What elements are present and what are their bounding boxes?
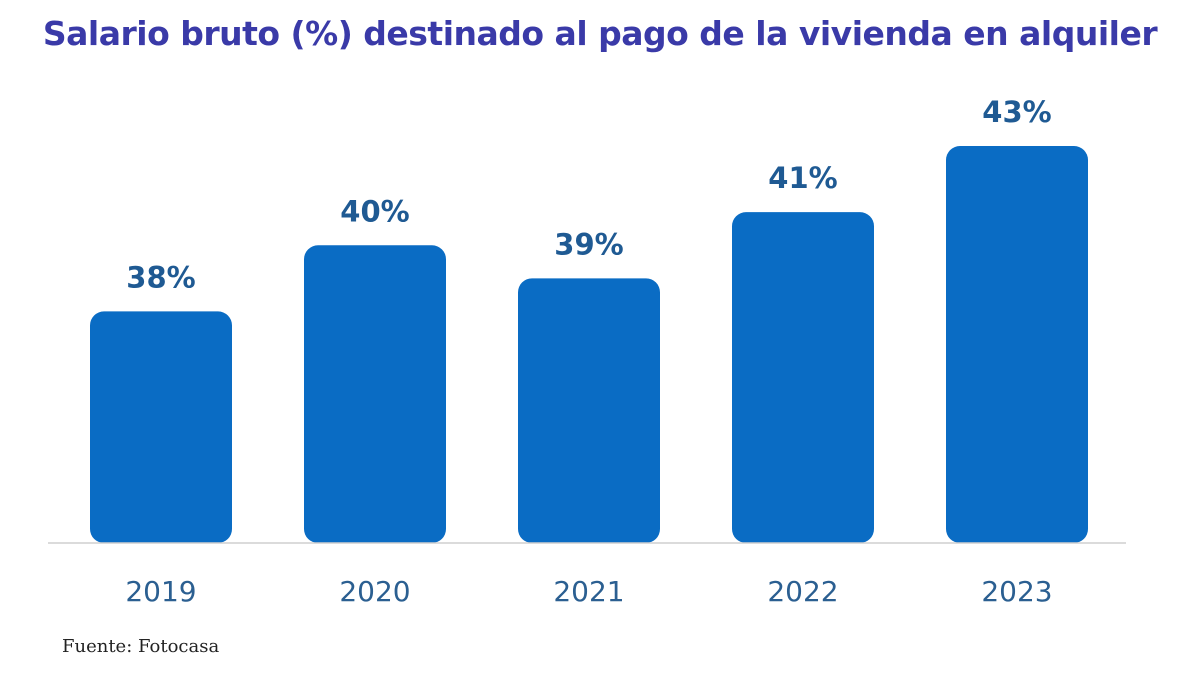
x-tick-label-2021: 2021: [553, 575, 624, 608]
bar-2019: [90, 311, 232, 543]
x-tick-label-2022: 2022: [767, 575, 838, 608]
chart-title: Salario bruto (%) destinado al pago de l…: [42, 14, 1158, 53]
x-tick-label-2023: 2023: [981, 575, 1052, 608]
bars-layer: [90, 146, 1088, 543]
data-label-2021: 39%: [554, 227, 623, 261]
bar-2020: [304, 245, 446, 543]
bar-2023: [946, 146, 1088, 543]
x-tick-label-2020: 2020: [339, 575, 410, 608]
data-label-2022: 41%: [768, 161, 837, 195]
data-label-2019: 38%: [126, 260, 195, 294]
labels-layer: 38% 2019 40% 2020 39% 2021 41% 2022 43% 2023: [125, 95, 1052, 608]
data-label-2020: 40%: [340, 194, 409, 228]
data-label-2023: 43%: [982, 95, 1051, 129]
bar-2022: [732, 212, 874, 543]
source-note: Fuente: Fotocasa: [62, 636, 220, 657]
bar-2021: [518, 278, 660, 543]
x-tick-label-2019: 2019: [125, 575, 196, 608]
